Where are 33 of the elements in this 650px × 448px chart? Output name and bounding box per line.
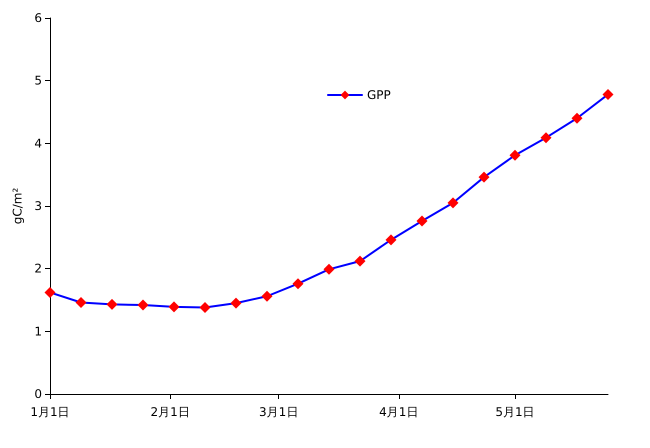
point (448, 197, 458, 208)
point (510, 150, 520, 161)
y-tick-label: 0 (34, 387, 42, 401)
point (76, 297, 86, 308)
point (386, 234, 396, 246)
point (44, 286, 56, 298)
point (138, 300, 148, 311)
point (200, 302, 210, 314)
legend-label: GPP (367, 88, 391, 102)
y-tick-label: 4 (34, 136, 42, 150)
x-tick-label: 1月1日 (30, 405, 70, 419)
y-tick-label: 3 (34, 199, 42, 213)
point (602, 88, 614, 100)
point (540, 132, 552, 144)
x-tick-label: 5月1日 (495, 405, 535, 419)
x-tick-label: 4月1日 (379, 405, 418, 419)
y-axis-title: gC/m² (10, 188, 24, 224)
point (572, 112, 582, 124)
point (354, 256, 366, 267)
x-tick-label: 2月1日 (150, 405, 190, 419)
point (478, 172, 490, 183)
point (262, 290, 272, 302)
point (106, 298, 118, 310)
point (324, 264, 334, 275)
point (230, 298, 242, 309)
y-tick-label: 5 (34, 74, 42, 88)
y-tick-label: 1 (34, 324, 42, 338)
point (416, 216, 428, 227)
point (292, 278, 304, 290)
y-tick-label: 2 (34, 262, 42, 276)
x-tick-label: 3月1日 (258, 405, 298, 419)
y-tick-label: 6 (34, 11, 42, 25)
point (168, 301, 180, 312)
